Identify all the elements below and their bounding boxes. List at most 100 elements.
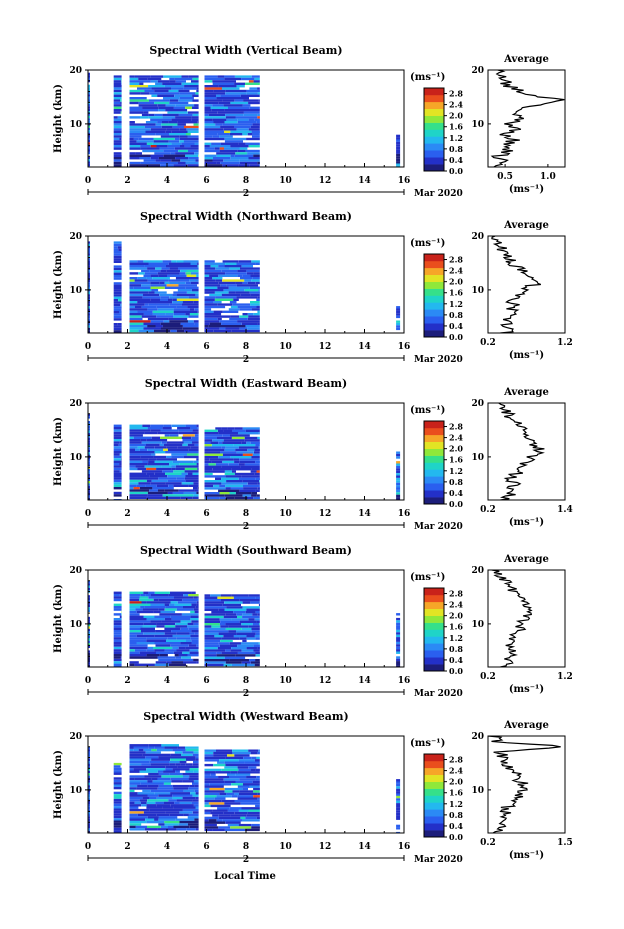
heatmap-cell bbox=[88, 437, 90, 441]
heatmap-cell bbox=[231, 482, 248, 485]
heatmap-cell bbox=[88, 604, 90, 608]
average-frame bbox=[487, 735, 566, 834]
heatmap-cell bbox=[246, 92, 258, 95]
heatmap-cell bbox=[129, 491, 148, 495]
heatmap-cell bbox=[204, 608, 219, 611]
heatmap-cell bbox=[146, 639, 166, 642]
heatmap-cell bbox=[204, 627, 226, 631]
heatmap-cells bbox=[88, 72, 401, 167]
average-title: Average bbox=[503, 720, 549, 731]
heatmap-cell bbox=[204, 596, 218, 599]
average-profile-line bbox=[488, 736, 561, 833]
heatmap-cell bbox=[192, 429, 199, 432]
heatmap-cell bbox=[158, 784, 173, 788]
heatmap-cell bbox=[129, 472, 147, 475]
heatmap-cell bbox=[212, 82, 235, 85]
heatmap-cell bbox=[129, 289, 152, 292]
heatmap-cell bbox=[162, 116, 176, 119]
heatmap-cell bbox=[129, 620, 151, 623]
heatmap-cell bbox=[88, 327, 90, 331]
heatmap-cell bbox=[234, 125, 251, 129]
heatmap-cell bbox=[187, 622, 194, 626]
heatmap-cell bbox=[177, 427, 191, 430]
heatmap-cell bbox=[147, 491, 168, 495]
heatmap-cell bbox=[155, 496, 169, 499]
heatmap-cell bbox=[204, 446, 222, 449]
heatmap-cell bbox=[129, 145, 141, 148]
heatmap-cell bbox=[239, 620, 257, 623]
heatmap-cell bbox=[204, 109, 212, 112]
heatmap-cell bbox=[138, 482, 151, 485]
heatmap-cell bbox=[113, 80, 122, 83]
heatmap-cell bbox=[158, 274, 168, 277]
heatmap-cell bbox=[236, 451, 254, 454]
heatmap-cell bbox=[190, 145, 199, 148]
heatmap-cell bbox=[113, 772, 122, 775]
heatmap-cell bbox=[164, 823, 179, 826]
heatmap-cell bbox=[248, 128, 260, 131]
heatmap-cell bbox=[178, 161, 186, 165]
heatmap-cell bbox=[129, 451, 135, 454]
heatmap-cell bbox=[204, 281, 219, 285]
heatmap-cell bbox=[174, 603, 192, 606]
heatmap-cell bbox=[213, 310, 223, 313]
heatmap-cell bbox=[223, 615, 237, 619]
heatmap-cell bbox=[204, 465, 222, 468]
heatmap-cell bbox=[193, 658, 199, 662]
heatmap-cell bbox=[239, 599, 260, 602]
heatmap-cell bbox=[129, 128, 151, 131]
heatmap-cell bbox=[168, 663, 186, 666]
heatmap-cell bbox=[223, 289, 245, 292]
heatmap-cell bbox=[158, 756, 169, 759]
heatmap-cells bbox=[88, 241, 401, 333]
heatmap-cell bbox=[138, 137, 154, 141]
heatmap-cell bbox=[204, 463, 209, 466]
heatmap-cell bbox=[204, 130, 224, 133]
heatmap-cell bbox=[113, 137, 120, 141]
heatmap-cell bbox=[139, 799, 148, 802]
heatmap-cell bbox=[253, 80, 260, 83]
heatmap-cell bbox=[396, 492, 401, 495]
heatmap-cell bbox=[396, 810, 401, 813]
heatmap-cell bbox=[257, 487, 260, 490]
heatmap-cell bbox=[204, 792, 220, 796]
heatmap-cell bbox=[88, 291, 90, 295]
heatmap-cell bbox=[154, 818, 159, 821]
heatmap-cell bbox=[129, 610, 137, 614]
heatmap-cell bbox=[129, 152, 136, 155]
x-tick-label: 14 bbox=[358, 842, 371, 852]
heatmap-cell bbox=[159, 443, 164, 447]
heatmap-cell bbox=[182, 808, 199, 812]
heatmap-cell bbox=[192, 782, 199, 785]
heatmap-cell bbox=[113, 813, 122, 816]
colorbar-swatch bbox=[424, 469, 444, 477]
heatmap-cell bbox=[113, 451, 122, 454]
heatmap-cell bbox=[246, 792, 258, 796]
heatmap-cell bbox=[177, 121, 198, 124]
heatmap-cell bbox=[204, 286, 218, 289]
heatmap-cell bbox=[129, 267, 148, 270]
heatmap-cell bbox=[179, 811, 193, 814]
heatmap-cell bbox=[129, 787, 137, 790]
heatmap-cell bbox=[113, 591, 122, 594]
heatmap-cell bbox=[129, 615, 144, 618]
heatmap-cell bbox=[158, 489, 165, 492]
heatmap-cell bbox=[171, 630, 192, 633]
heatmap-cell bbox=[233, 635, 247, 638]
heatmap-cell bbox=[216, 97, 238, 100]
heatmap-cell bbox=[219, 149, 232, 153]
heatmap-cell bbox=[234, 154, 254, 157]
heatmap-cell bbox=[189, 279, 199, 282]
heatmap-cell bbox=[179, 97, 194, 100]
avg-y-tick-label: 20 bbox=[471, 732, 484, 742]
heatmap-cell bbox=[191, 630, 199, 633]
heatmap-cell bbox=[113, 111, 121, 114]
heatmap-cell bbox=[113, 465, 122, 468]
heatmap-cell bbox=[212, 828, 225, 832]
heatmap-cell bbox=[155, 325, 163, 328]
colorbar-swatch bbox=[424, 150, 444, 158]
heatmap-cell bbox=[204, 656, 225, 659]
heatmap-cell bbox=[129, 487, 134, 490]
colorbar-tick-label: 0.4 bbox=[449, 821, 463, 831]
heatmap-cell bbox=[252, 320, 260, 323]
